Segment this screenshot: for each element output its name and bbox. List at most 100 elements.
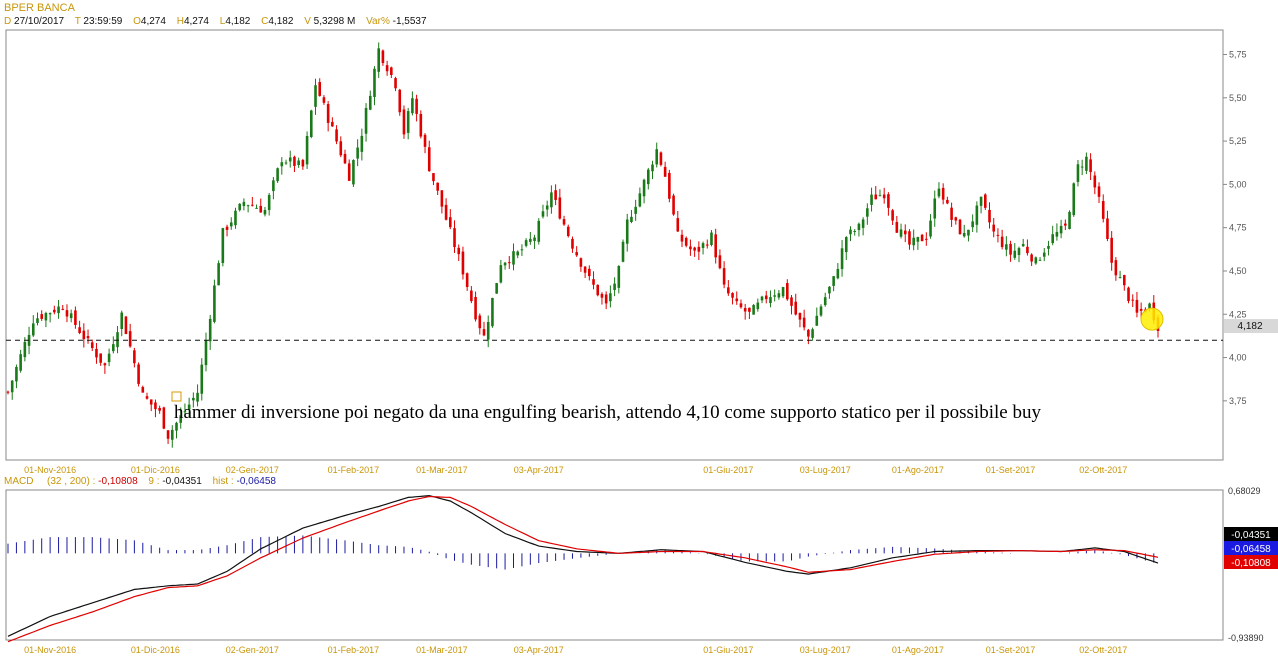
candle-body [78,327,81,333]
candle-body [27,334,31,346]
high-key: H [176,16,184,27]
candle-body [436,182,439,191]
candle-body [411,98,414,114]
candle-body [373,68,376,97]
candle-body [74,310,77,325]
candle-body [575,252,578,256]
macd-label: MACD [4,476,34,487]
candle-body [550,192,553,208]
candle-body [297,160,300,165]
candle-body [840,248,844,270]
macd-x-tick-label: 02-Ott-2017 [1079,645,1127,655]
candle-body [558,197,562,219]
var-key: Var% [366,16,390,27]
candle-body [743,308,747,312]
candle-body [356,147,359,159]
candle-body [116,332,119,348]
candle-body [887,194,890,208]
candle-body [1059,225,1063,234]
macd-x-tick-label: 01-Set-2017 [986,645,1036,655]
candle-body [604,294,608,304]
candle-body [1110,237,1113,263]
candle-body [192,397,195,401]
candle-body [390,67,393,76]
candle-body [646,169,650,185]
candle-body [449,217,452,228]
candle-body [663,166,667,177]
candle-body [423,134,427,147]
candle-body [524,240,528,246]
candle-body [642,179,646,197]
candle-body [360,135,364,152]
candle-body [128,331,132,347]
open-value: 4,274 [140,16,166,27]
candle-body [950,207,953,220]
candle-body [1118,277,1122,279]
candle-body [204,340,208,366]
candle-body [1051,234,1054,244]
candle-body [769,297,772,304]
macd-y-max: 0,68029 [1228,486,1261,496]
candle-body [474,296,477,320]
candle-body [61,308,65,310]
candle-body [941,187,945,200]
candle-body [1072,183,1076,216]
candle-body [478,315,482,329]
price-x-tick-label: 01-Ago-2017 [892,465,944,475]
price-y-axis: 3,75 4,00 4,25 4,50 4,75 5,00 5,25 5,50 5,75 [1223,50,1247,406]
candle-body [1034,257,1038,264]
date-value: 27/10/2017 [14,16,65,27]
candle-body [748,307,751,312]
candle-body [617,265,621,288]
macd-params: (32 , 200) : [47,476,96,487]
candle-body [786,283,789,300]
candle-body [225,226,229,230]
candle-body [583,266,587,273]
candle-body [280,162,284,167]
candle-body [213,285,216,322]
candle-body [394,78,397,89]
candle-body [1101,201,1105,219]
macd-x-tick-label: 03-Lug-2017 [800,645,851,655]
close-value: 4,182 [268,16,294,27]
macd-value-box-text: -0,10808 [1231,558,1271,569]
candle-body [503,262,507,266]
time-value: 23:59:59 [83,16,123,27]
candle-body [529,238,532,242]
candle-body [1076,164,1080,182]
candle-body [238,203,241,211]
candle-body [946,199,949,204]
candle-body [727,287,730,294]
candle-body [246,205,250,207]
candle-body [676,218,680,232]
candle-body [234,210,237,226]
candle-body [65,310,69,317]
candle-body [735,298,739,302]
candle-body [609,293,612,302]
candle-body [1009,243,1012,255]
candle-body [975,205,979,225]
candle-body [48,313,52,315]
price-x-tick-label: 03-Apr-2017 [514,465,564,475]
candle-body [929,220,932,237]
candle-body [221,228,225,263]
candle-body [958,219,962,235]
candle-body [638,193,642,207]
candle-body [992,224,996,232]
candle-body [162,407,166,429]
annotation-marker [171,391,182,402]
candle-body [314,85,317,107]
macd-line [7,494,1159,637]
candle-body [731,293,734,298]
candle-body [57,306,60,314]
price-x-tick-label: 01-Set-2017 [986,465,1036,475]
candle-body [773,295,776,297]
date-key: D [4,16,12,27]
macd-x-tick-label: 01-Ago-2017 [892,645,944,655]
candle-body [983,194,987,208]
candle-body [364,108,368,134]
price-y-tick-label: 5,50 [1229,93,1247,103]
candle-body [86,336,90,339]
